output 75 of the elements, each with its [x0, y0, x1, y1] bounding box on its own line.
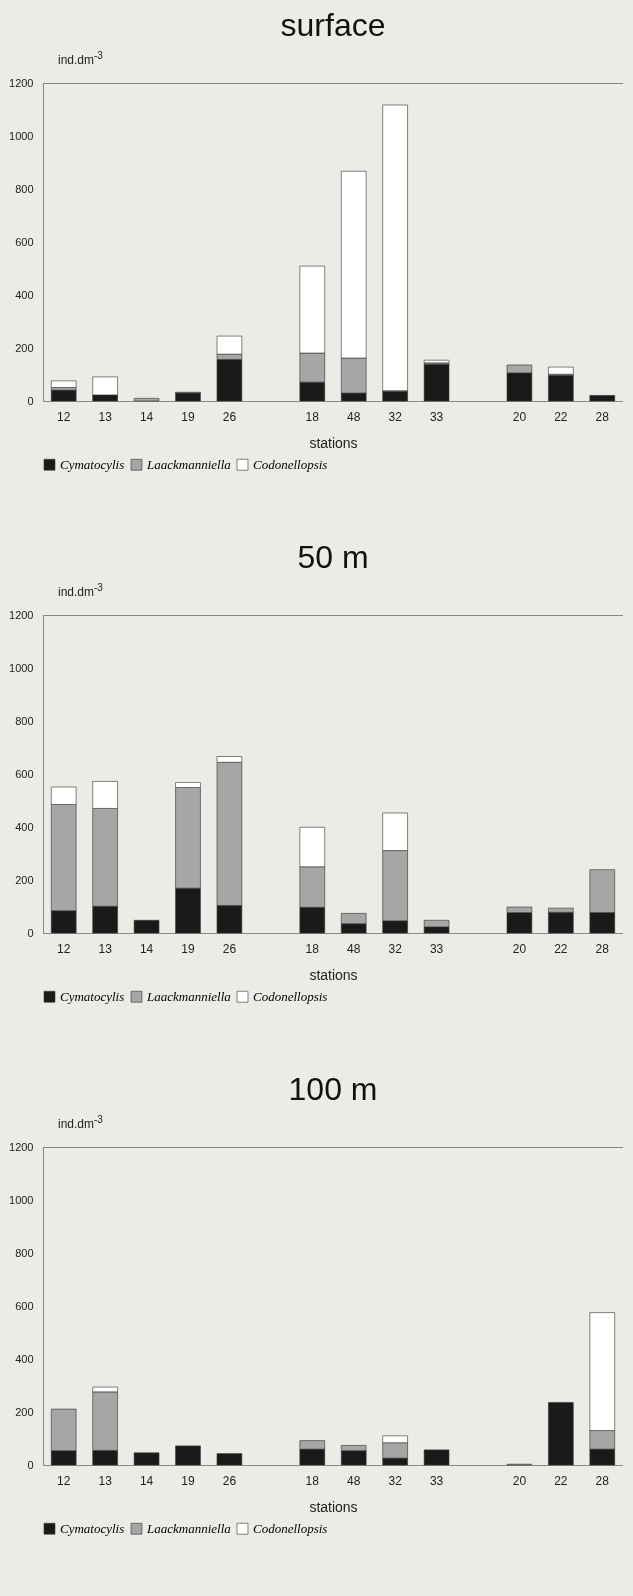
x-tick-label: 20	[512, 941, 527, 956]
x-tick-label: 14	[139, 409, 154, 424]
y-tick-label: 800	[15, 714, 34, 727]
y-tick-label: 0	[27, 926, 34, 939]
x-tick-label: 32	[388, 941, 403, 956]
y-tick-label: 0	[27, 394, 34, 407]
x-tick-label: 22	[554, 1473, 568, 1488]
x-tick-label: 28	[595, 1473, 610, 1488]
x-tick-label: 48	[347, 1473, 361, 1488]
x-tick-label: 19	[181, 409, 195, 424]
x-tick-label: 33	[429, 409, 444, 424]
x-axis-title: stations	[309, 434, 358, 451]
chart-title: 50 m	[297, 539, 369, 575]
x-tick-label: 48	[347, 941, 361, 956]
x-tick-label: 20	[512, 1473, 527, 1488]
legend-label: Codonellopsis	[253, 988, 328, 1004]
legend-label: Laackmanniella	[146, 1520, 232, 1536]
y-axis-title: ind.dm$^{-3}$	[58, 50, 103, 67]
legend-label: Laackmanniella	[146, 456, 232, 472]
x-tick-label: 22	[554, 409, 568, 424]
x-tick-label: 22	[554, 941, 568, 956]
legend-label: Cymatocylis	[60, 456, 125, 472]
y-tick-label: 800	[15, 1246, 34, 1259]
y-tick-label: 400	[15, 288, 34, 301]
chart-title: 100 m	[288, 1071, 378, 1107]
y-tick-label: 200	[15, 341, 34, 354]
legend-label: Cymatocylis	[60, 1520, 125, 1536]
y-tick-label: 1200	[9, 1140, 34, 1153]
y-tick-label: 800	[15, 182, 34, 195]
x-tick-label: 33	[429, 1473, 444, 1488]
chart-title: surface	[280, 7, 386, 43]
x-tick-label: 12	[57, 409, 71, 424]
y-tick-label: 1200	[9, 608, 34, 621]
x-tick-label: 14	[139, 1473, 154, 1488]
x-axis-title: stations	[309, 1498, 358, 1515]
y-tick-label: 1200	[9, 76, 34, 89]
x-tick-label: 32	[388, 1473, 403, 1488]
x-tick-label: 28	[595, 409, 610, 424]
x-tick-label: 12	[57, 941, 71, 956]
y-tick-label: 400	[15, 1352, 34, 1365]
y-tick-label: 1000	[9, 661, 34, 674]
x-tick-label: 28	[595, 941, 610, 956]
y-tick-label: 600	[15, 1299, 34, 1312]
y-tick-label: 600	[15, 767, 34, 780]
x-tick-label: 20	[512, 409, 527, 424]
x-tick-label: 18	[305, 1473, 320, 1488]
x-tick-label: 33	[429, 941, 444, 956]
x-tick-label: 26	[222, 409, 237, 424]
x-tick-label: 14	[139, 941, 154, 956]
legend-label: Laackmanniella	[146, 988, 232, 1004]
y-tick-label: 1000	[9, 129, 34, 142]
x-tick-label: 13	[98, 941, 113, 956]
x-tick-label: 18	[305, 941, 320, 956]
y-axis-title: ind.dm$^{-3}$	[58, 582, 103, 599]
x-tick-label: 13	[98, 409, 113, 424]
x-tick-label: 19	[181, 1473, 195, 1488]
x-tick-label: 32	[388, 409, 403, 424]
x-tick-label: 18	[305, 409, 320, 424]
x-axis-title: stations	[309, 966, 358, 983]
legend-label: Codonellopsis	[253, 456, 328, 472]
x-tick-label: 26	[222, 941, 237, 956]
y-tick-label: 200	[15, 1405, 34, 1418]
x-tick-label: 48	[347, 409, 361, 424]
x-tick-label: 19	[181, 941, 195, 956]
legend-label: Cymatocylis	[60, 988, 125, 1004]
y-tick-label: 400	[15, 820, 34, 833]
legend-label: Codonellopsis	[253, 1520, 328, 1536]
y-tick-label: 200	[15, 873, 34, 886]
y-tick-label: 600	[15, 235, 34, 248]
x-tick-label: 13	[98, 1473, 113, 1488]
y-tick-label: 1000	[9, 1193, 34, 1206]
x-tick-label: 12	[57, 1473, 71, 1488]
y-axis-title: ind.dm$^{-3}$	[58, 1114, 103, 1131]
y-tick-label: 0	[27, 1458, 34, 1471]
x-tick-label: 26	[222, 1473, 237, 1488]
